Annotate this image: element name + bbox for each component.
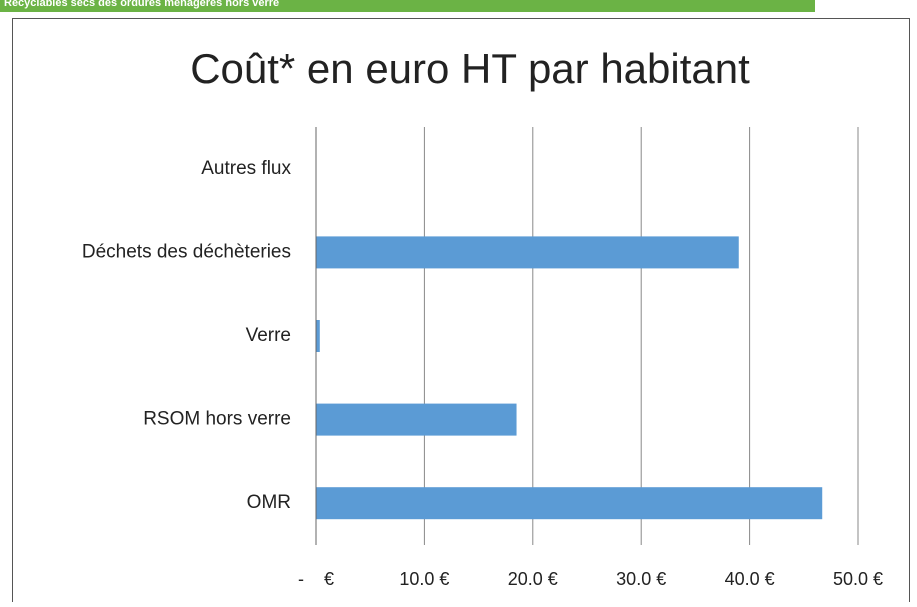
x-tick-label: - € [298, 569, 334, 589]
bar [316, 320, 320, 352]
x-tick-label: 30.0 € [616, 569, 666, 589]
chart-border [12, 18, 910, 607]
y-tick-label: OMR [247, 492, 291, 513]
y-tick-label: RSOM hors verre [143, 409, 291, 430]
banner-text: Recyclables secs des ordures ménagères h… [4, 0, 279, 9]
y-tick-label: Autres flux [201, 158, 291, 179]
x-tick-label: 20.0 € [508, 569, 558, 589]
x-tick-label: 50.0 € [833, 569, 883, 589]
banner [0, 0, 815, 12]
bar [316, 487, 823, 520]
y-tick-label: Verre [246, 325, 291, 346]
x-tick-label: 10.0 € [399, 569, 449, 589]
bar [316, 403, 517, 436]
x-tick-label: 40.0 € [725, 569, 775, 589]
bar [316, 236, 739, 269]
chart-title: Coût* en euro HT par habitant [190, 45, 750, 92]
y-tick-label: Déchets des déchèteries [82, 241, 291, 262]
